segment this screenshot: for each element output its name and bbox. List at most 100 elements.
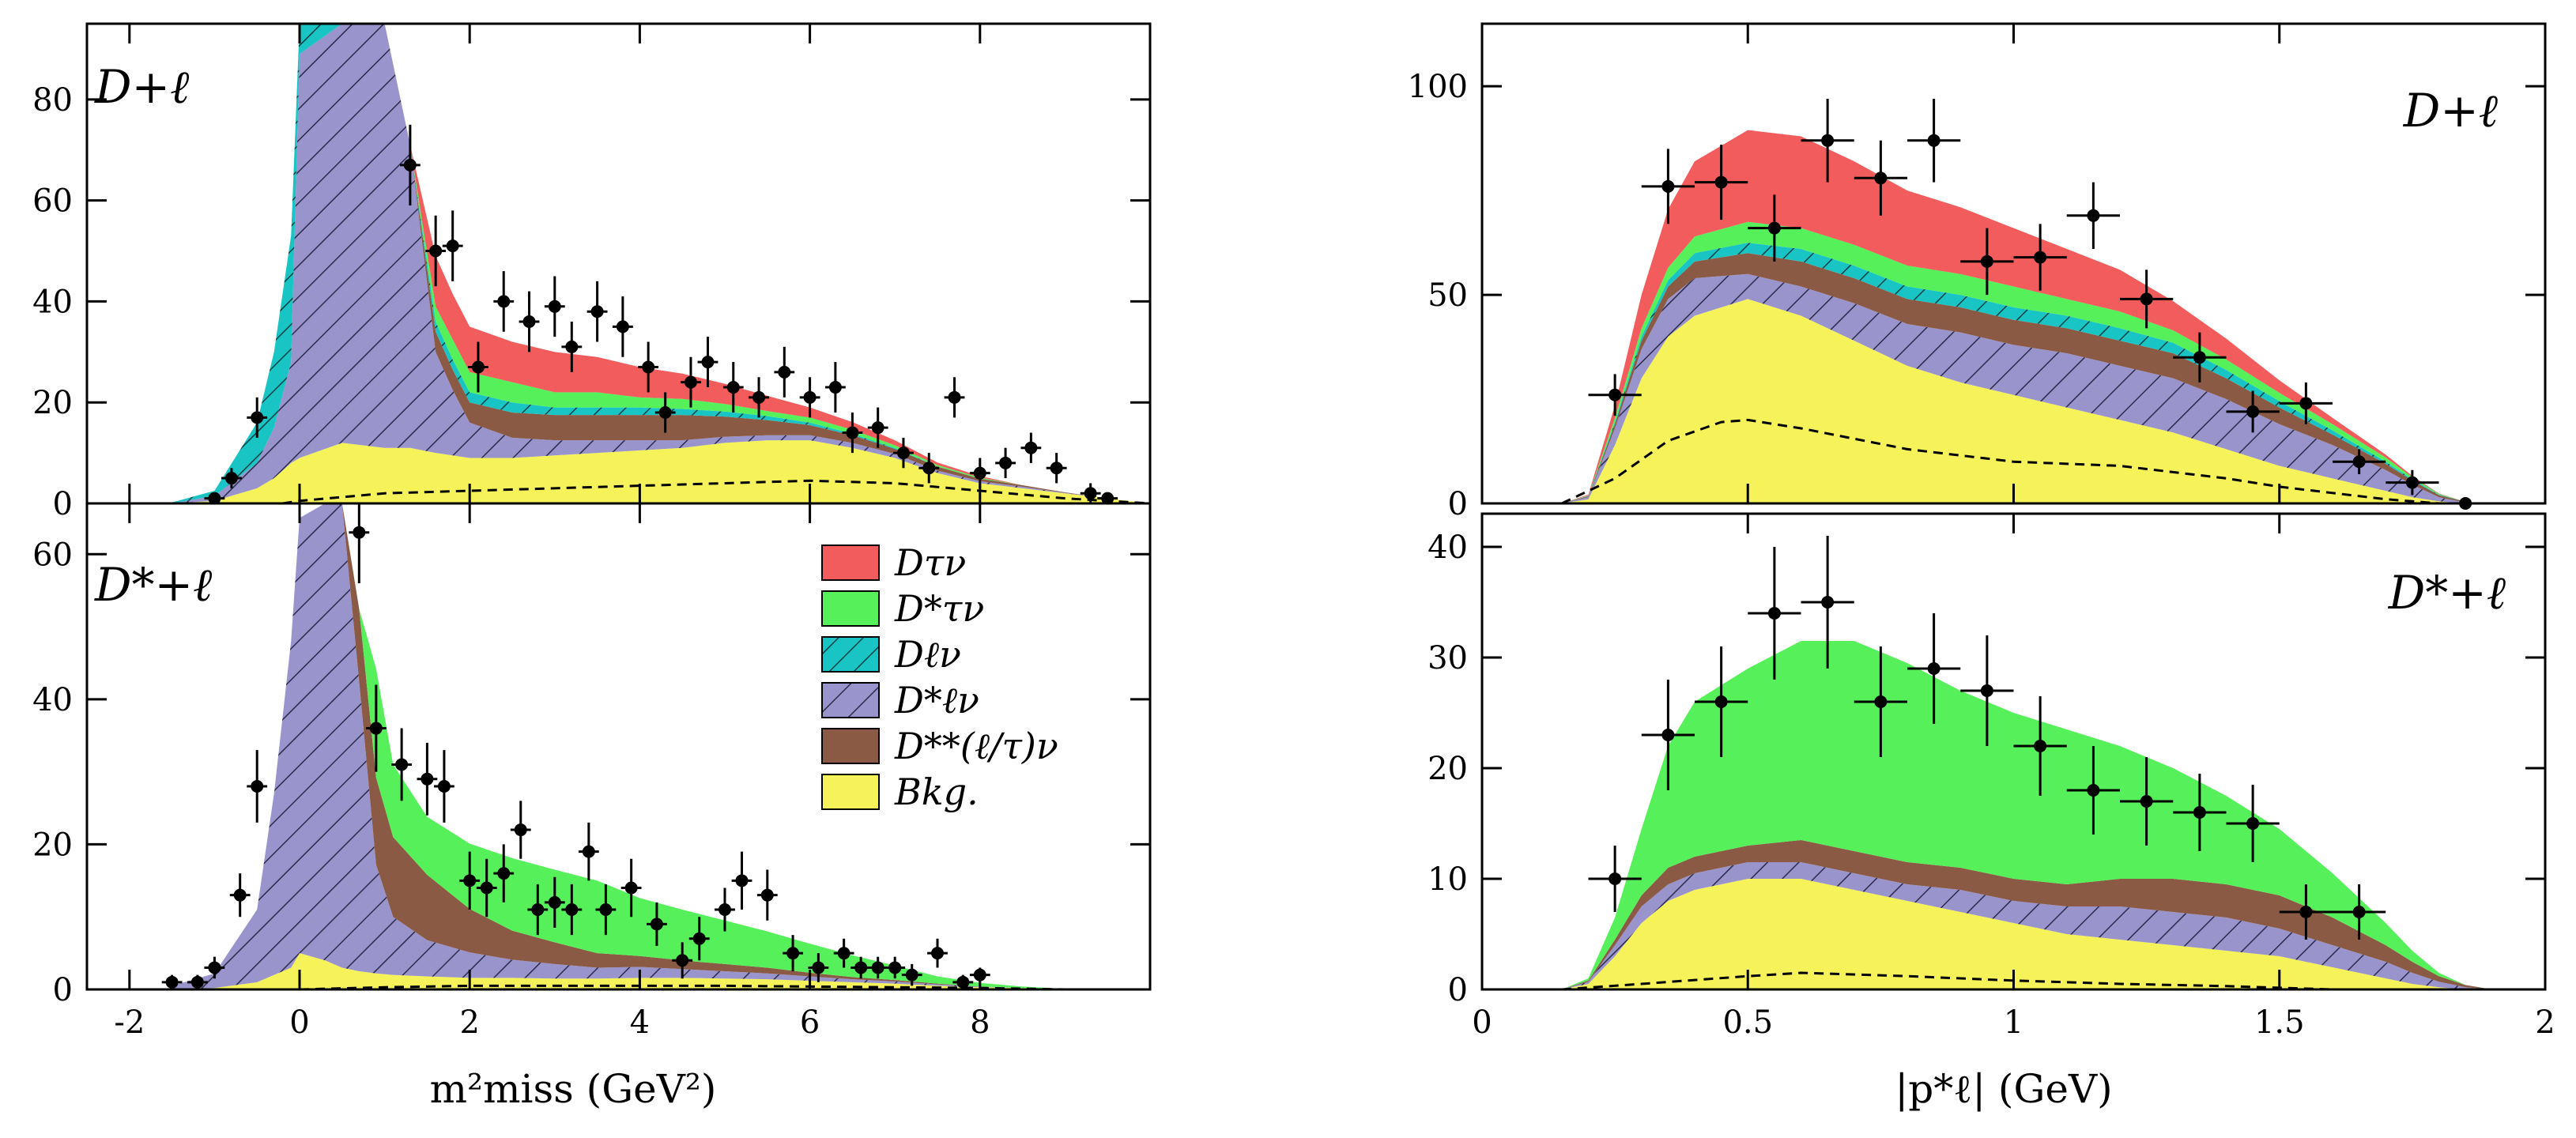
plot-area <box>1482 130 2545 503</box>
area-bkg <box>1482 879 2545 989</box>
y-tick-label: 0 <box>53 486 73 522</box>
data-point <box>893 437 914 469</box>
data-point <box>697 337 718 388</box>
data-point <box>204 956 225 979</box>
data-point <box>2120 269 2174 329</box>
panel-mmiss-dstar: 0 20 40 60 -2 0 2 4 6 8 D*+ℓ <box>32 502 1152 1041</box>
y-tick-label: 80 <box>32 82 73 119</box>
legend-entry-l-d: Dℓν <box>821 633 961 676</box>
y-tick-label: 0 <box>53 972 73 1008</box>
data-point <box>2226 785 2280 862</box>
data-point <box>756 869 778 921</box>
data-point <box>620 858 642 918</box>
data-point <box>672 942 693 979</box>
legend-entry-tau-dstar: D*τν <box>821 587 984 630</box>
data-point <box>544 876 565 928</box>
data-point <box>722 362 744 413</box>
data-point <box>391 728 413 801</box>
data-point <box>510 801 531 859</box>
data-point <box>1080 483 1101 503</box>
x-tick-label: 8 <box>970 1004 990 1041</box>
area-bkg <box>172 953 1150 989</box>
area-bkg <box>172 440 1150 503</box>
data-point <box>247 750 268 823</box>
data-point <box>493 844 515 902</box>
data-point <box>544 276 565 337</box>
x-tick-label: 1.5 <box>2254 1004 2305 1041</box>
data-point <box>2066 746 2120 835</box>
legend-label: D**(ℓ/τ)ν <box>894 725 1058 767</box>
data-point <box>688 917 710 961</box>
area-bkg <box>1482 299 2545 503</box>
panel-mmiss-dplus: 0 20 40 60 80 D+ℓ <box>32 22 1152 522</box>
data-point <box>1695 646 1748 757</box>
data-point <box>434 750 454 823</box>
data-point <box>1641 680 1695 790</box>
x-tick-label: 6 <box>800 1004 820 1041</box>
data-point <box>1046 453 1067 484</box>
dashed-curve <box>1561 418 2439 503</box>
data-point <box>612 296 633 357</box>
panel-label: D+ℓ <box>2403 84 2498 138</box>
data-point <box>2013 224 2067 291</box>
data-point <box>2066 182 2120 250</box>
y-tick-label: 100 <box>1408 69 1468 105</box>
data-point <box>749 377 769 418</box>
data-point <box>476 858 497 918</box>
y-tick-label: 40 <box>32 682 73 718</box>
panel-pl-dplus: 0 50 100 D+ℓ <box>1408 22 2547 522</box>
data-point <box>1695 145 1748 220</box>
data-point <box>918 453 940 484</box>
data-point <box>654 392 676 433</box>
data-point <box>2279 884 2333 940</box>
data-point <box>927 938 948 968</box>
y-tick-label: 0 <box>1448 486 1468 522</box>
data-point <box>493 271 515 332</box>
data-point <box>1854 140 1907 216</box>
data-point <box>425 215 447 287</box>
data-point <box>2333 449 2386 475</box>
x-tick-label: -2 <box>114 1004 145 1041</box>
y-tick-label: 40 <box>1428 529 1468 566</box>
legend-swatch <box>821 728 880 764</box>
panel-label: D+ℓ <box>94 60 189 114</box>
data-point <box>783 935 803 972</box>
legend-label: D*ℓν <box>894 679 979 722</box>
plot-area <box>172 503 1150 989</box>
y-tick-label: 20 <box>1428 751 1468 787</box>
data-point <box>527 884 549 936</box>
x-tick-label: 4 <box>630 1004 650 1041</box>
data-point <box>2173 332 2227 382</box>
area-tau-dstar <box>1482 641 2545 989</box>
data-point <box>229 873 251 918</box>
legend-entry-tau-d: Dτν <box>821 541 966 584</box>
data-point <box>1801 536 1854 669</box>
panel-label: D*+ℓ <box>2388 566 2506 620</box>
data-point <box>1748 194 1801 262</box>
data-point <box>774 346 795 398</box>
data-point <box>161 974 183 989</box>
panel-pl-dstar: 0 10 20 30 40 0 0.5 1 1.5 2 D*+ℓ <box>1428 512 2555 1041</box>
data-point <box>459 851 481 910</box>
y-tick-label: 0 <box>1448 972 1468 1008</box>
data-point <box>2173 774 2227 851</box>
x-tick-label: 0.5 <box>1722 1004 1773 1041</box>
data-point <box>349 503 370 583</box>
data-point <box>561 321 583 372</box>
area-dss <box>172 503 1150 989</box>
area-l-dstar <box>172 503 1150 989</box>
right-x-axis-title: |p*ℓ| (GeV) <box>1895 1066 2112 1112</box>
legend-swatch <box>821 545 880 581</box>
plot-area <box>1482 641 2545 989</box>
data-point <box>586 281 608 342</box>
data-point <box>995 447 1016 479</box>
data-point <box>901 963 922 986</box>
data-point <box>715 887 735 932</box>
y-tick-label: 40 <box>32 284 73 320</box>
data-point <box>1854 646 1907 757</box>
data-point <box>2279 382 2333 424</box>
y-tick-label: 60 <box>32 537 73 573</box>
data-point <box>2226 390 2280 433</box>
data-point <box>647 902 667 946</box>
